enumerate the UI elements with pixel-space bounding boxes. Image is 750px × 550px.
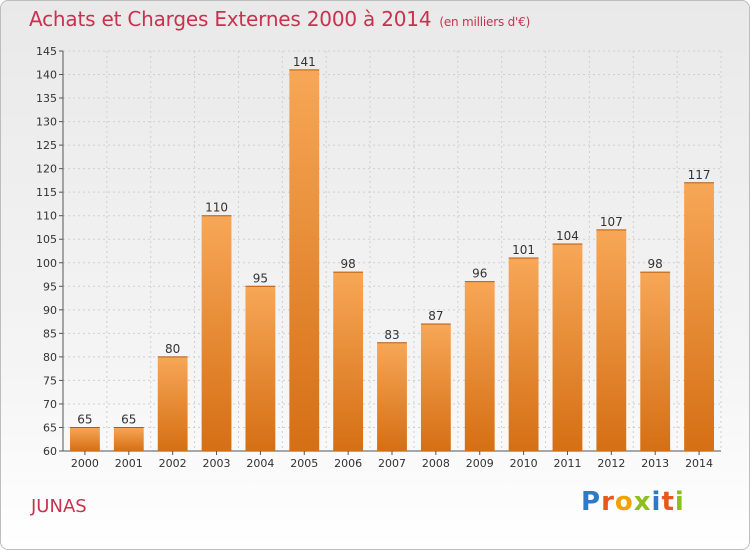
y-tick-label: 95 [43,280,57,293]
bar-2010[interactable] [508,258,539,451]
y-tick-label: 60 [43,445,57,458]
y-tick-label: 80 [43,351,57,364]
x-tick-label-2014: 2014 [685,457,713,470]
logo-letter: i [651,487,662,517]
x-tick-label-2007: 2007 [378,457,406,470]
bar-2008[interactable] [420,323,451,451]
x-tick-label-2010: 2010 [510,457,538,470]
y-tick-label: 135 [36,92,57,105]
value-label-2000: 65 [77,412,92,426]
bar-2014[interactable] [684,182,714,451]
value-label-2011: 104 [556,229,579,243]
bar-2009[interactable] [464,281,495,451]
bar-2012[interactable] [596,229,627,451]
chart-subtitle: (en milliers d'€) [439,15,531,29]
y-tick-label: 90 [43,304,57,317]
y-tick-label: 110 [36,210,57,223]
logo-letter: x [633,487,652,517]
x-tick-label-2000: 2000 [71,457,99,470]
value-label-2007: 83 [384,328,399,342]
logo-letter: o [614,487,634,517]
bar-2003[interactable] [201,215,232,451]
logo-letter: P [581,487,602,517]
value-label-2012: 107 [600,215,623,229]
value-label-2005: 141 [293,55,316,69]
commune-name: JUNAS [31,496,87,517]
proxiti-logo[interactable]: Proxiti [581,487,685,517]
bar-2011[interactable] [552,243,583,451]
bar-2005[interactable] [289,69,320,451]
x-tick-label-2006: 2006 [334,457,362,470]
y-tick-label: 100 [36,257,57,270]
logo-letter: t [661,487,675,517]
value-label-2013: 98 [648,257,663,271]
y-tick-label: 65 [43,421,57,434]
value-label-2006: 98 [340,257,355,271]
bar-2013[interactable] [640,272,671,451]
y-tick-label: 70 [43,398,57,411]
y-tick-label: 75 [43,374,57,387]
value-label-2001: 65 [121,412,136,426]
x-tick-label-2002: 2002 [159,457,187,470]
y-tick-label: 130 [36,116,57,129]
bar-2006[interactable] [333,272,364,451]
y-tick-label: 145 [36,45,57,58]
y-tick-label: 85 [43,327,57,340]
value-label-2008: 87 [428,309,443,323]
bars [70,69,714,451]
y-tick-label: 105 [36,233,57,246]
chart-title-text: Achats et Charges Externes 2000 à 2014 [29,7,432,31]
x-tick-label-2008: 2008 [422,457,450,470]
chart-title: Achats et Charges Externes 2000 à 2014 (e… [29,7,530,31]
value-label-2014: 117 [688,168,711,182]
x-tick-label-2013: 2013 [641,457,669,470]
x-tick-label-2003: 2003 [203,457,231,470]
bar-2001[interactable] [113,427,144,451]
bar-2007[interactable] [377,342,407,451]
y-tick-label: 115 [36,186,57,199]
value-label-2002: 80 [165,342,180,356]
value-label-2004: 95 [253,271,268,285]
x-tick-label-2012: 2012 [597,457,625,470]
value-label-2009: 96 [472,267,487,281]
value-label-2003: 110 [205,201,228,215]
logo-letter: r [601,487,615,517]
y-tick-label: 125 [36,139,57,152]
value-label-2010: 101 [512,243,535,257]
labels: 65 65 80 110 95 141 98 83 87 96 101 104 107 98 117 [77,55,710,427]
x-tick-label-2005: 2005 [290,457,318,470]
bar-2000[interactable] [70,427,100,451]
logo-letter: i [674,487,685,517]
bar-2004[interactable] [245,286,276,451]
x-tick-label-2011: 2011 [553,457,581,470]
x-tick-label-2009: 2009 [466,457,494,470]
bar-2002[interactable] [157,356,188,451]
y-tick-label: 140 [36,69,57,82]
x-tick-label-2001: 2001 [115,457,143,470]
y-tick-label: 120 [36,163,57,176]
x-tick-label-2004: 2004 [246,457,274,470]
